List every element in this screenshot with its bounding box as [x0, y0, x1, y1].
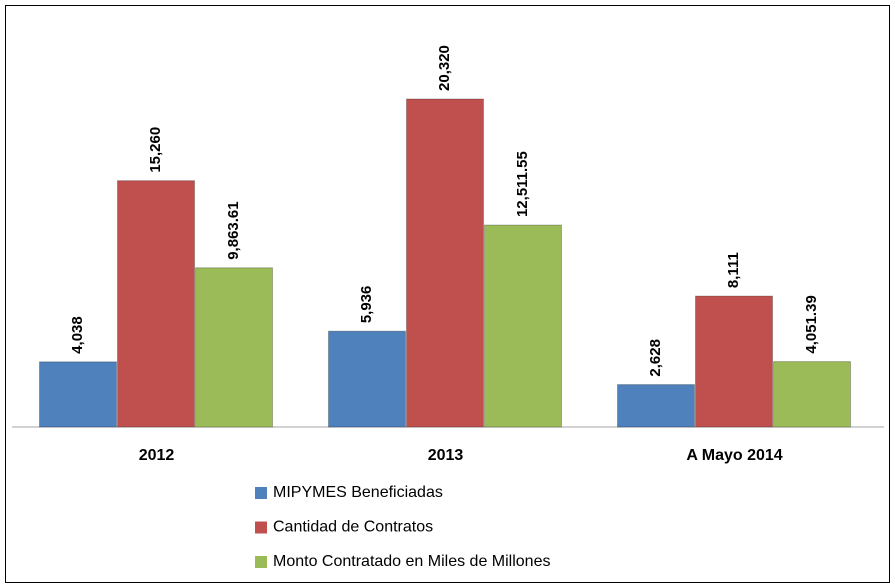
legend-label: Cantidad de Contratos — [273, 519, 433, 536]
legend-swatch — [255, 556, 267, 568]
bar — [484, 224, 562, 428]
data-label: 4,038 — [69, 316, 86, 354]
data-label: 8,111 — [725, 252, 742, 288]
bar — [328, 330, 406, 428]
x-tick-label: 2012 — [139, 447, 175, 464]
legend-swatch — [255, 487, 267, 499]
legend-label: Monto Contratado en Miles de Millones — [273, 553, 550, 570]
x-tick-label: 2013 — [428, 447, 464, 464]
data-label: 5,936 — [358, 286, 375, 324]
data-label: 4,051.39 — [803, 295, 820, 353]
data-label: 9,863.61 — [225, 201, 242, 259]
data-label: 15,260 — [147, 127, 164, 173]
data-label: 20,320 — [436, 45, 453, 91]
bar — [773, 361, 851, 428]
bar — [617, 384, 695, 428]
bar — [406, 98, 484, 428]
x-tick-label: A Mayo 2014 — [686, 447, 782, 464]
legend-swatch — [255, 521, 267, 534]
bar — [195, 267, 273, 428]
data-label: 12,511.55 — [514, 151, 531, 217]
bar — [695, 295, 773, 428]
legend-label: MIPYMES Beneficiadas — [273, 484, 443, 501]
bar — [39, 361, 117, 428]
data-label: 2,628 — [647, 339, 664, 377]
bar — [117, 180, 195, 428]
